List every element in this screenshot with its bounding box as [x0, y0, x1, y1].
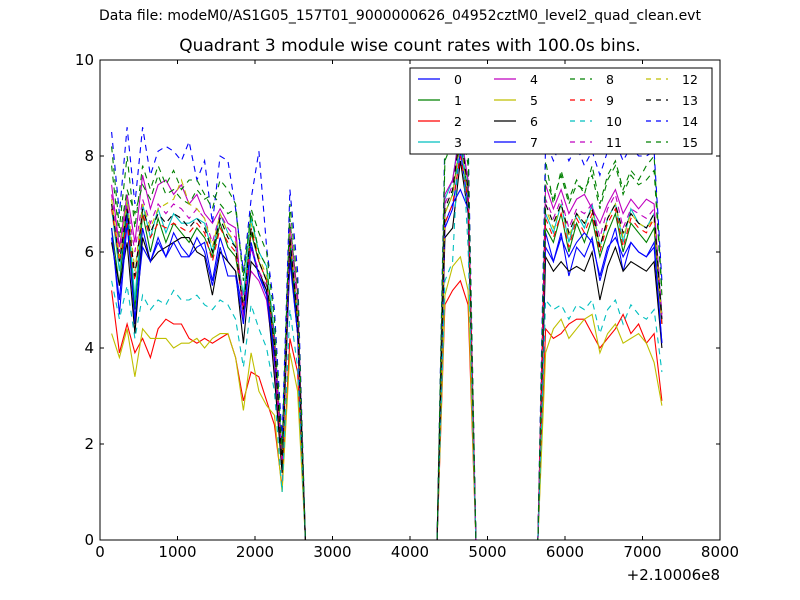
series-2-line — [111, 279, 663, 541]
y-tick-label: 2 — [84, 435, 94, 453]
series-layer — [111, 101, 663, 541]
x-tick-label: 5000 — [468, 543, 506, 561]
legend-label-12: 12 — [682, 72, 698, 87]
legend-label-3: 3 — [454, 135, 462, 150]
y-tick-label: 4 — [84, 339, 94, 357]
series-11-line — [111, 122, 663, 541]
series-13-line — [111, 131, 663, 541]
series-0-line — [111, 151, 663, 541]
series-4-line — [111, 131, 663, 541]
legend-label-1: 1 — [454, 93, 462, 108]
y-tick-label: 0 — [84, 531, 94, 549]
y-tick-label: 10 — [75, 51, 94, 69]
legend-label-2: 2 — [454, 114, 462, 129]
series-1-line — [111, 141, 663, 541]
legend-label-5: 5 — [530, 93, 538, 108]
y-tick-label: 8 — [84, 147, 94, 165]
series-8-line — [111, 117, 663, 541]
legend-label-8: 8 — [606, 72, 614, 87]
legend-label-4: 4 — [530, 72, 538, 87]
series-7-line — [111, 188, 663, 541]
series-14-line — [111, 101, 663, 541]
x-tick-label: 6000 — [546, 543, 584, 561]
series-3-line — [111, 127, 663, 541]
x-tick-label: 2000 — [236, 543, 274, 561]
y-tick-label: 6 — [84, 243, 94, 261]
legend-label-15: 15 — [682, 135, 698, 150]
x-tick-label: 1000 — [158, 543, 196, 561]
x-offset-label: +2.10006e8 — [627, 566, 720, 584]
x-tick-label: 8000 — [701, 543, 739, 561]
series-5-line — [111, 255, 663, 541]
legend-label-13: 13 — [682, 93, 698, 108]
series-10-line — [111, 107, 663, 541]
series-9-line — [111, 155, 663, 541]
x-tick-label: 0 — [95, 543, 105, 561]
series-15-line — [111, 106, 663, 541]
chart-title: Quadrant 3 module wise count rates with … — [179, 36, 641, 56]
x-tick-label: 7000 — [623, 543, 661, 561]
x-tick-label: 3000 — [313, 543, 351, 561]
figure-suptitle: Data file: modeM0/AS1G05_157T01_90000006… — [99, 8, 701, 24]
legend-label-14: 14 — [682, 114, 698, 129]
legend-label-10: 10 — [606, 114, 622, 129]
x-tick-label: 4000 — [391, 543, 429, 561]
legend-label-11: 11 — [606, 135, 622, 150]
legend-label-9: 9 — [606, 93, 614, 108]
legend-frame — [409, 67, 713, 155]
legend-label-0: 0 — [454, 72, 462, 87]
legend-label-7: 7 — [530, 135, 538, 150]
legend-label-6: 6 — [530, 114, 538, 129]
